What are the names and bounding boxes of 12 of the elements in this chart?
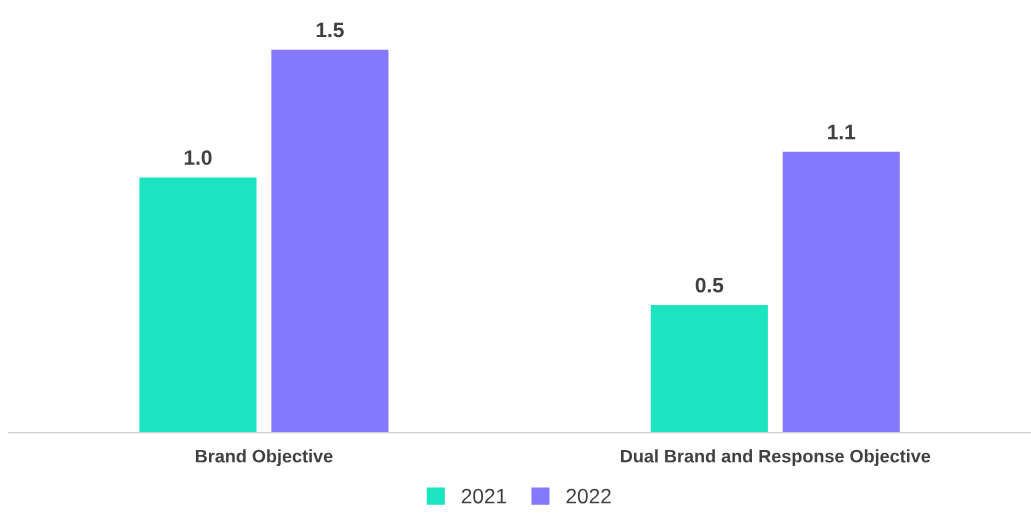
data-label: 1.0 <box>184 150 212 165</box>
data-label: 1.1 <box>828 124 856 140</box>
bar <box>271 49 389 433</box>
x-tick-label: Dual Brand and Response Objective <box>621 449 931 467</box>
bar <box>139 177 257 433</box>
data-label: 0.5 <box>695 277 724 293</box>
legend-label: 2021 <box>461 488 507 504</box>
bar <box>650 304 768 433</box>
bar <box>782 151 900 433</box>
legend-label: 2022 <box>566 488 611 504</box>
x-tick-label: Brand Objective <box>195 449 333 467</box>
data-label: 1.5 <box>316 22 344 38</box>
